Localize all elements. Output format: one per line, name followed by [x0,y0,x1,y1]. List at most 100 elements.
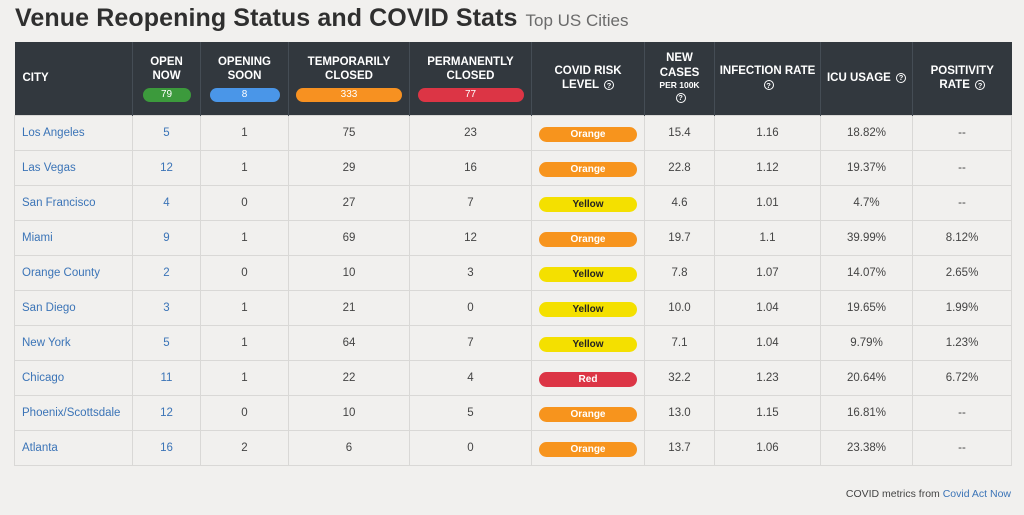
opening-soon-count: 1 [241,336,248,349]
table-cell: -- [912,184,1012,221]
table-cell: 12 [132,394,201,431]
help-icon[interactable]: ? [975,80,986,91]
table-cell: 12 [409,219,532,256]
table-cell: -- [912,149,1012,186]
table-cell: 6 [288,429,410,466]
infection-rate-value: 1.01 [756,196,779,209]
table-cell: San Diego [14,289,133,326]
header-positivity-rate[interactable]: POSITIVITY RATE ? [912,42,1012,115]
open-now-count[interactable]: 12 [160,406,173,419]
table-cell: 4.7% [820,184,913,221]
open-now-count[interactable]: 4 [163,196,170,209]
table-cell: 13.0 [644,394,715,431]
header-new-cases[interactable]: NEW CASES PER 100K ? [644,42,715,115]
risk-level-badge: Yellow [539,337,637,352]
positivity-rate-value: -- [958,161,966,174]
positivity-rate-value: -- [958,406,966,419]
table-cell: San Francisco [14,184,133,221]
table-cell: 1.23 [714,359,821,396]
header-permanently-closed[interactable]: PERMANENTLY CLOSED 77 [409,42,532,115]
temporarily-closed-total-badge: 333 [296,87,402,102]
table-cell: Los Angeles [14,114,133,151]
city-link[interactable]: Las Vegas [22,161,76,174]
table-cell: 5 [132,324,201,361]
opening-soon-count: 0 [241,196,248,209]
new-cases-value: 13.7 [668,441,691,454]
new-cases-value: 32.2 [668,371,691,384]
table-row: Atlanta 16 2 6 0 Orange 13.7 1.06 23.38% -- [14,429,1012,466]
opening-soon-count: 1 [241,161,248,174]
new-cases-value: 13.0 [668,406,691,419]
table-cell: Miami [14,219,133,256]
open-now-count[interactable]: 5 [163,126,170,139]
footer-attribution: COVID metrics from Covid Act Now [846,488,1011,500]
table-cell: 1.99% [912,289,1012,326]
table-cell: Yellow [531,289,645,326]
table-cell: 23 [409,114,532,151]
positivity-rate-value: -- [958,196,966,209]
table-row: Orange County 2 0 10 3 Yellow 7.8 1.07 14.07% 2.6… [14,254,1012,291]
city-link[interactable]: San Diego [22,301,76,314]
table-cell: Orange [531,394,645,431]
open-now-count[interactable]: 9 [163,231,170,244]
table-cell: 1.04 [714,324,821,361]
header-opening-soon[interactable]: OPENING SOON 8 [200,42,289,115]
risk-level-badge: Yellow [539,197,637,212]
temporarily-closed-count: 29 [342,161,356,174]
infection-rate-value: 1.07 [756,266,779,279]
table-cell: 1 [200,289,289,326]
city-link[interactable]: New York [22,336,71,349]
open-now-count[interactable]: 3 [163,301,170,314]
help-icon[interactable]: ? [896,73,907,84]
table-cell: 1.16 [714,114,821,151]
table-row: Miami 9 1 69 12 Orange 19.7 1.1 39.99% 8.12% [14,219,1012,256]
positivity-rate-value: 1.99% [945,301,979,314]
table-cell: 1.07 [714,254,821,291]
city-link[interactable]: San Francisco [22,196,96,209]
header-city[interactable]: CITY [14,42,133,115]
temporarily-closed-count: 64 [342,336,356,349]
table-cell: 1.15 [714,394,821,431]
help-icon[interactable]: ? [604,80,615,91]
table-row: San Francisco 4 0 27 7 Yellow 4.6 1.01 4.7% -- [14,184,1012,221]
open-now-count[interactable]: 2 [163,266,170,279]
header-risk-level[interactable]: COVID RISK LEVEL ? [531,42,645,115]
venue-status-table: CITY OPEN NOW 79 OPENING SOON 8 TEMPORAR… [14,42,1012,466]
covid-act-now-link[interactable]: Covid Act Now [942,488,1011,500]
table-cell: Orange [531,114,645,151]
header-temporarily-closed[interactable]: TEMPORARILY CLOSED 333 [288,42,410,115]
permanently-closed-count: 0 [467,301,474,314]
open-now-count[interactable]: 11 [160,371,173,384]
header-icu-usage[interactable]: ICU USAGE ? [820,42,913,115]
positivity-rate-value: 1.23% [945,336,979,349]
open-now-count[interactable]: 12 [160,161,173,174]
city-link[interactable]: Atlanta [22,441,58,454]
table-cell: 64 [288,324,410,361]
table-cell: 7.8 [644,254,715,291]
city-link[interactable]: Phoenix/Scottsdale [22,406,121,419]
icu-usage-value: 4.7% [853,196,880,209]
city-link[interactable]: Miami [22,231,53,244]
opening-soon-count: 1 [241,126,248,139]
temporarily-closed-count: 6 [345,441,353,454]
open-now-count[interactable]: 5 [163,336,170,349]
header-open-now[interactable]: OPEN NOW 79 [132,42,201,115]
opening-soon-count: 2 [241,441,248,454]
opening-soon-count: 1 [241,371,248,384]
header-infection-rate[interactable]: INFECTION RATE ? [714,42,821,115]
table-cell: 1 [200,324,289,361]
table-cell: 1 [200,219,289,256]
help-icon[interactable]: ? [675,92,686,103]
temporarily-closed-count: 75 [342,126,356,139]
table-cell: 9 [132,219,201,256]
table-cell: Yellow [531,324,645,361]
table-cell: 1.01 [714,184,821,221]
opening-soon-count: 0 [241,406,248,419]
city-link[interactable]: Los Angeles [22,126,85,139]
permanently-closed-count: 4 [467,371,474,384]
city-link[interactable]: Orange County [22,266,100,279]
city-link[interactable]: Chicago [22,371,65,384]
open-now-count[interactable]: 16 [160,441,173,454]
table-cell: 21 [288,289,410,326]
help-icon[interactable]: ? [763,80,774,91]
